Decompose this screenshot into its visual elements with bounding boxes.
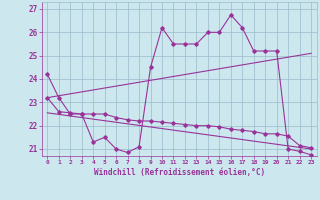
X-axis label: Windchill (Refroidissement éolien,°C): Windchill (Refroidissement éolien,°C) <box>94 168 265 177</box>
